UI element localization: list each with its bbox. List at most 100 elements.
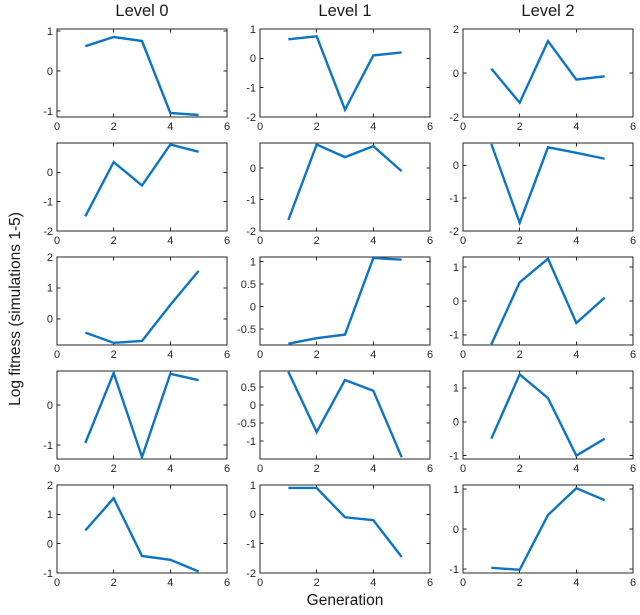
x-tick-label: 4 <box>573 577 579 589</box>
x-tick-label: 0 <box>460 235 466 247</box>
x-tick-label: 6 <box>427 463 433 475</box>
line-chart-svg: 0 2 4 6-101 <box>449 370 636 475</box>
x-tick-label: 2 <box>314 121 320 133</box>
subplot-r3c3: 0 2 4 6 -1 0 1 <box>436 252 639 366</box>
x-tick-label: 6 <box>427 235 433 247</box>
x-tick-label: 4 <box>573 235 579 247</box>
data-line <box>84 35 199 117</box>
data-line <box>287 143 403 221</box>
line-chart-svg: 0 2 4 6 -2 -1 0 <box>449 142 636 247</box>
x-tick-label: 2 <box>111 121 117 133</box>
chart-grid: 0 2 4 6 -1 0 1 0 2 4 6 -2 -1 0 1 0 2 4 6 -2 0 2 0 2 4 6 -2 -1 0 0 2 4 6-… <box>30 24 639 594</box>
subplot-r4c1: 0 2 4 6 -1 0 <box>30 366 233 480</box>
y-tick-label: -2 <box>449 226 459 238</box>
x-tick-label: 0 <box>257 463 263 475</box>
data-line <box>84 270 200 345</box>
y-tick-label: -2 <box>246 568 256 580</box>
x-tick-label: 4 <box>370 235 376 247</box>
y-tick-label: 0 <box>453 68 459 80</box>
x-tick-label: 4 <box>573 463 579 475</box>
y-tick-label: 0 <box>250 53 256 65</box>
x-tick-label: 2 <box>517 577 523 589</box>
y-tick-label: 0 <box>250 301 256 313</box>
y-tick-label: -1 <box>449 193 459 205</box>
x-tick-label: 0 <box>460 349 466 361</box>
y-tick-label: -1 <box>43 568 53 580</box>
x-tick-label: 0 <box>460 121 466 133</box>
y-tick-label: -1 <box>246 82 256 94</box>
line-chart-svg: 0 2 4 6 0 1 2 <box>47 252 230 361</box>
x-tick-label: 0 <box>257 577 263 589</box>
x-tick-label: 4 <box>167 349 173 361</box>
y-tick-label: 2 <box>47 252 53 264</box>
column-titles-row: Level 0 Level 1 Level 2 <box>30 0 639 24</box>
data-line <box>287 371 403 458</box>
x-tick-label: 4 <box>370 577 376 589</box>
y-tick-label: 0.5 <box>241 382 256 394</box>
data-line <box>84 143 199 217</box>
x-tick-label: 6 <box>224 463 230 475</box>
line-chart-svg: 0 2 4 6 -0.5 0 0.5 1 <box>237 256 433 361</box>
data-line <box>490 38 605 105</box>
y-tick-label: -1 <box>449 330 459 342</box>
data-line <box>288 257 402 345</box>
y-tick-label: -1 <box>43 196 53 208</box>
x-tick-label: 6 <box>224 577 230 589</box>
subplot-r2c1: 0 2 4 6 -2 -1 0 <box>30 138 233 252</box>
y-tick-label: 0 <box>453 160 459 172</box>
y-tick-label: -1 <box>449 564 459 576</box>
x-tick-label: 2 <box>111 235 117 247</box>
x-tick-label: 0 <box>54 463 60 475</box>
y-tick-label: -1 <box>246 436 256 448</box>
data-line <box>84 496 200 573</box>
line-chart-svg: 0 2 4 6-10 <box>43 370 230 475</box>
x-tick-label: 4 <box>167 235 173 247</box>
data-line <box>84 371 199 459</box>
y-tick-label: 2 <box>453 24 459 36</box>
data-line <box>490 257 606 345</box>
y-tick-label: 1 <box>453 383 459 395</box>
y-tick-label: 1 <box>47 509 53 521</box>
x-tick-label: 6 <box>630 463 636 475</box>
y-tick-label: 0.5 <box>241 279 256 291</box>
y-tick-label: -2 <box>246 112 256 124</box>
data-line <box>491 486 606 572</box>
x-tick-label: 6 <box>630 121 636 133</box>
y-tick-label: 1 <box>453 262 459 274</box>
y-tick-label: -1 <box>43 440 53 452</box>
y-tick-label: -2 <box>246 226 256 238</box>
subplot-r5c2: 0 2 4 6 -2 -1 0 1 <box>233 480 436 594</box>
line-chart-svg: 0 2 4 6 -1 -0.5 0 0.5 <box>237 370 433 475</box>
y-tick-label: 2 <box>47 480 53 492</box>
subplot-r1c1: 0 2 4 6 -1 0 1 <box>30 24 233 138</box>
line-chart-svg: 0 2 4 6 -2 -1 0 1 <box>246 480 433 589</box>
y-tick-label: -1 <box>246 538 256 550</box>
x-tick-label: 2 <box>314 235 320 247</box>
column-title-level-0: Level 0 <box>115 2 169 20</box>
data-line <box>288 486 403 558</box>
data-line <box>288 35 402 113</box>
subplot-r4c3: 0 2 4 6 -1 0 1 <box>436 366 639 480</box>
x-tick-label: 4 <box>370 463 376 475</box>
y-tick-label: 1 <box>47 283 53 295</box>
x-tick-label: 4 <box>167 121 173 133</box>
x-tick-label: 2 <box>314 577 320 589</box>
y-tick-label: 0 <box>47 400 53 412</box>
line-chart-svg: 0 2 4 6 -2 -1 0 1 <box>246 24 433 133</box>
subplot-r2c2: 0 2 4 6 -2 -1 0 <box>233 138 436 252</box>
y-tick-label: 0 <box>47 66 53 78</box>
x-tick-label: 6 <box>427 349 433 361</box>
y-tick-label: -0.5 <box>237 324 256 336</box>
x-tick-label: 0 <box>257 121 263 133</box>
x-tick-label: 4 <box>167 463 173 475</box>
x-tick-label: 2 <box>517 235 523 247</box>
y-tick-label: 0 <box>453 296 459 308</box>
x-tick-label: 6 <box>427 121 433 133</box>
data-line <box>490 372 606 458</box>
y-tick-label: 0 <box>250 400 256 412</box>
subplot-r3c1: 0 2 4 6 0 1 2 <box>30 252 233 366</box>
x-tick-label: 2 <box>111 349 117 361</box>
x-tick-label: 0 <box>257 349 263 361</box>
x-tick-label: 6 <box>630 349 636 361</box>
subplot-r3c2: 0 2 4 6 -0.5 0 0.5 1 <box>233 252 436 366</box>
